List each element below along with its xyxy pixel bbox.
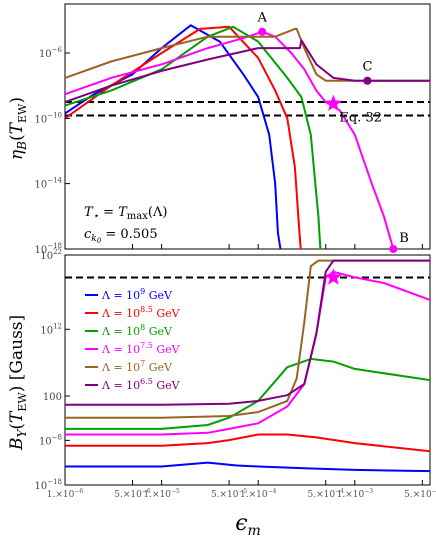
x-axis-label: ϵm — [235, 511, 261, 539]
top-ytick-label-0: 10−6 — [39, 46, 63, 60]
top-series-line-1 — [65, 25, 302, 249]
top-plot-area — [65, 24, 430, 249]
top-series-line-4 — [65, 27, 430, 82]
top-ylabel: ηB(TEW) — [7, 97, 29, 160]
top-point-label-1: Eq. 32 — [339, 111, 382, 126]
top-series-line-5 — [65, 39, 430, 103]
bottom-ytick-label-0: 1022 — [40, 248, 62, 262]
top-series-line-0 — [65, 24, 282, 249]
annotation-tstar: T⋆ = Tmax(Λ) — [84, 205, 167, 222]
top-point-label-0: A — [257, 11, 268, 26]
annotation-ck0: ck0 = 0.505 — [84, 227, 158, 245]
top-point-label-3: C — [362, 60, 372, 75]
bottom-series-line-1 — [65, 433, 430, 453]
xtick-label-7: 5.×10−3 — [404, 488, 436, 500]
bottom-plot-area — [65, 259, 430, 473]
bottom-panel-frame — [64, 254, 431, 486]
xtick-label-1: 5.×10−6 — [114, 488, 151, 500]
bottom-ytick-label-3: 10−8 — [39, 433, 62, 447]
bottom-star-marker-0 — [324, 268, 342, 285]
legend-label-4: Λ = 107 GeV — [101, 359, 173, 374]
bottom-series-line-0 — [65, 461, 430, 473]
top-series-line-3 — [65, 30, 395, 249]
bottom-ylabel: BY(TEW) [Gauss] — [7, 315, 29, 451]
bottom-series-line-4 — [65, 259, 430, 419]
xtick-label-3: 5.×10−5 — [211, 488, 248, 500]
top-panel-frame — [64, 3, 431, 250]
top-point-label-2: B — [399, 231, 409, 246]
top-point-marker-2 — [389, 245, 398, 253]
xtick-label-4: 1.×10−4 — [240, 488, 277, 500]
top-ytick-label-1: 10−10 — [34, 111, 62, 125]
xtick-label-6: 1.×10−3 — [337, 488, 374, 500]
legend-label-2: Λ = 108 GeV — [101, 323, 173, 338]
legend-label-1: Λ = 108.5 GeV — [101, 305, 181, 320]
legend-label-0: Λ = 109 GeV — [101, 287, 173, 302]
bottom-ytick-label-2: 100 — [43, 392, 62, 403]
top-point-marker-0 — [258, 27, 267, 36]
legend-label-3: Λ = 107.5 GeV — [101, 341, 181, 356]
xtick-label-2: 1.×10−5 — [143, 488, 180, 500]
legend-label-5: Λ = 106.5 GeV — [101, 377, 181, 392]
top-star-marker-1 — [324, 94, 342, 111]
bottom-series-line-5 — [65, 259, 430, 406]
bottom-ytick-label-1: 1012 — [40, 322, 62, 336]
top-ytick-label-2: 10−14 — [34, 177, 62, 191]
xtick-label-0: 1.×10−6 — [47, 488, 84, 500]
top-point-marker-3 — [363, 76, 372, 85]
bottom-series-line-2 — [65, 357, 430, 430]
xtick-label-5: 5.×10−4 — [308, 488, 345, 500]
